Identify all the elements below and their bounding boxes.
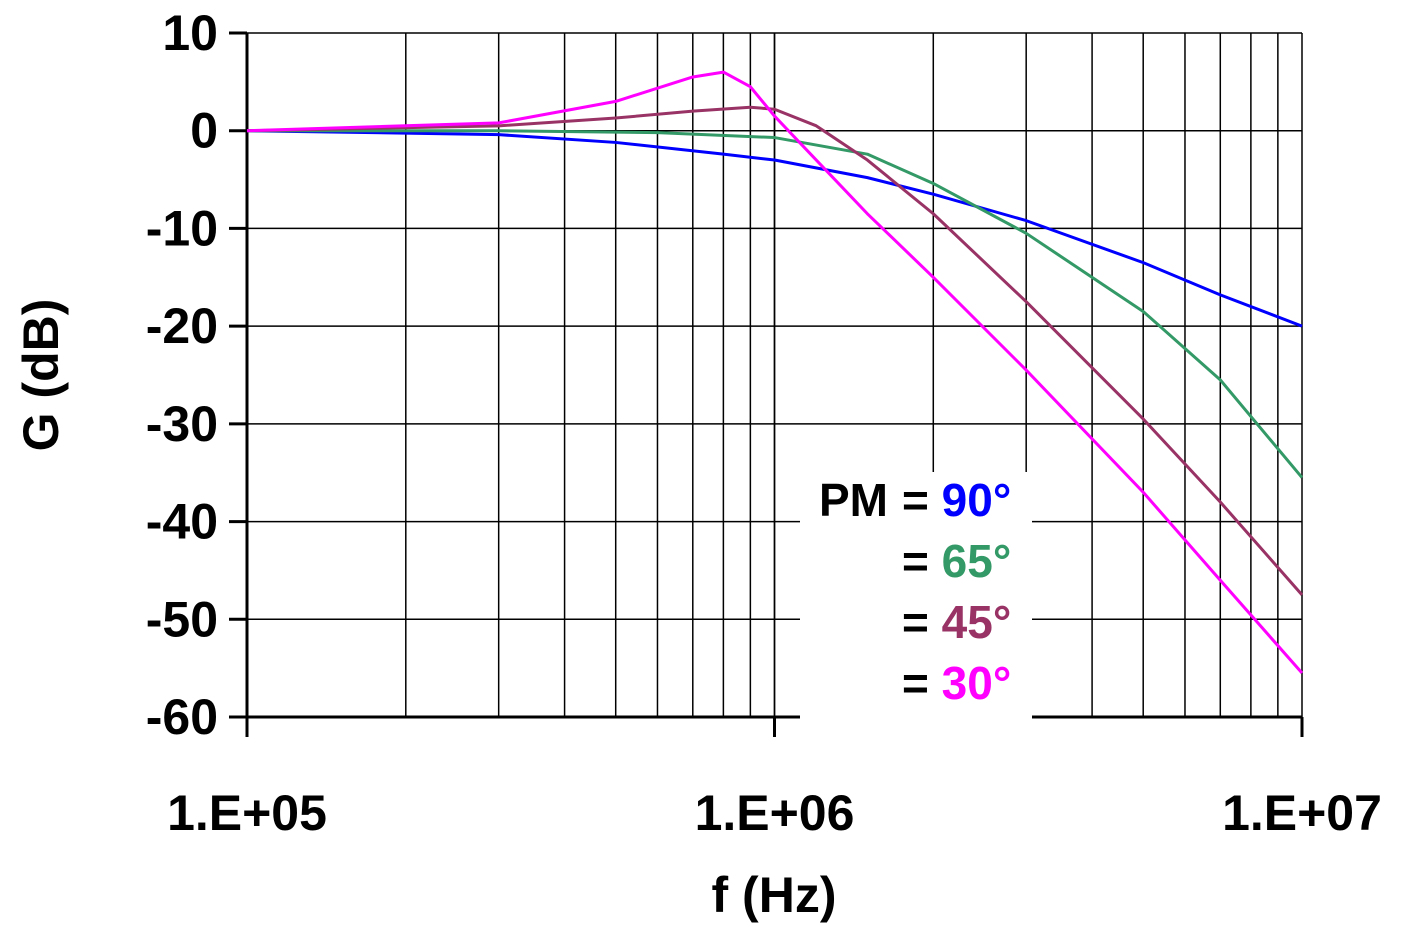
y-tick-label: -30: [146, 396, 218, 452]
legend-prefix: PM: [819, 474, 888, 526]
legend-entry-4: = 30°: [902, 657, 1011, 709]
legend-entry-2: = 65°: [902, 535, 1011, 587]
series-line-1: [246, 129, 1303, 328]
y-tick-label: -20: [146, 298, 218, 354]
y-tick-label: -40: [146, 494, 218, 550]
y-axis-title: G (dB): [13, 299, 69, 452]
y-tick-label: -10: [146, 200, 218, 256]
legend-entry-1: = 90°: [902, 474, 1011, 526]
x-tick-label: 1.E+06: [695, 785, 855, 841]
y-tick-labels: 10 0 -10 -20 -30 -40 -50 -60: [146, 5, 218, 745]
series-line-4: [246, 70, 1304, 675]
x-tick-label: 1.E+07: [1222, 785, 1382, 841]
series-line-2: [247, 129, 1304, 479]
x-tick-labels: 1.E+05 1.E+06 1.E+07: [167, 785, 1382, 841]
y-tick-label: -60: [146, 689, 218, 745]
legend: PM = 90° = 65° = 45° = 30°: [800, 472, 1032, 722]
y-tick-label: -50: [146, 591, 218, 647]
x-tick-label: 1.E+05: [167, 785, 327, 841]
legend-entry-3: = 45°: [902, 596, 1011, 648]
legend-background: [800, 472, 1032, 722]
y-tick-label: 10: [162, 5, 218, 61]
x-axis-title: f (Hz): [712, 867, 837, 923]
series-line-3: [246, 105, 1304, 596]
series-lines: [246, 70, 1304, 675]
axes: [229, 31, 1304, 737]
y-tick-label: 0: [190, 103, 218, 159]
grid: [247, 32, 1303, 717]
